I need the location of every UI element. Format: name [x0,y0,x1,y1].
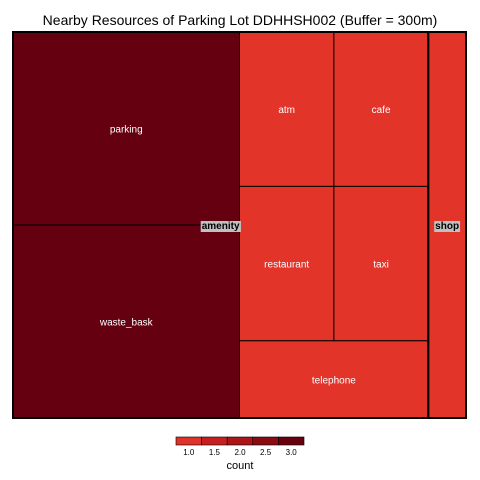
group-label-text: shop [435,221,459,232]
group-labels: amenity shop [200,221,461,232]
group-label-text: amenity [202,221,240,232]
treemap-tiles: parking waste_bask atm cafe restaurant taxi te… [12,31,467,419]
tile-waste-bask [12,224,240,419]
legend-swatch [175,436,202,446]
group-label-shop: shop [434,221,461,232]
legend: 1.0 1.5 2.0 2.5 3.0 count [175,436,305,472]
legend-swatch [278,436,305,446]
group-border-shop [427,31,467,419]
legend-swatch [201,436,228,446]
group-label-amenity: amenity [200,221,241,232]
chart-title: Nearby Resources of Parking Lot DDHHSH00… [43,12,438,28]
tile-taxi [333,185,429,342]
tile-label-parking: parking [110,125,143,136]
legend-tick-label: 1.5 [209,448,221,457]
group-label-background [200,221,241,232]
tile-label-cafe: cafe [372,105,391,116]
legend-title: count [227,460,254,472]
legend-tick-label: 3.0 [286,448,298,457]
legend-tick-label: 2.5 [260,448,272,457]
legend-tick-label: 1.0 [183,448,195,457]
legend-swatch [226,436,254,446]
tile-label-waste-bask: waste_bask [99,318,154,329]
group-label-background [434,221,461,232]
legend-tick-label: 2.0 [234,448,246,457]
tile-label-restaurant: restaurant [264,260,309,271]
tile-label-telephone: telephone [312,375,356,386]
legend-swatch [252,436,279,446]
tile-label-taxi: taxi [373,260,389,271]
tile-label-atm: atm [278,105,295,116]
tile-telephone [239,340,429,419]
tile-parking [12,31,240,226]
group-borders [12,31,467,419]
